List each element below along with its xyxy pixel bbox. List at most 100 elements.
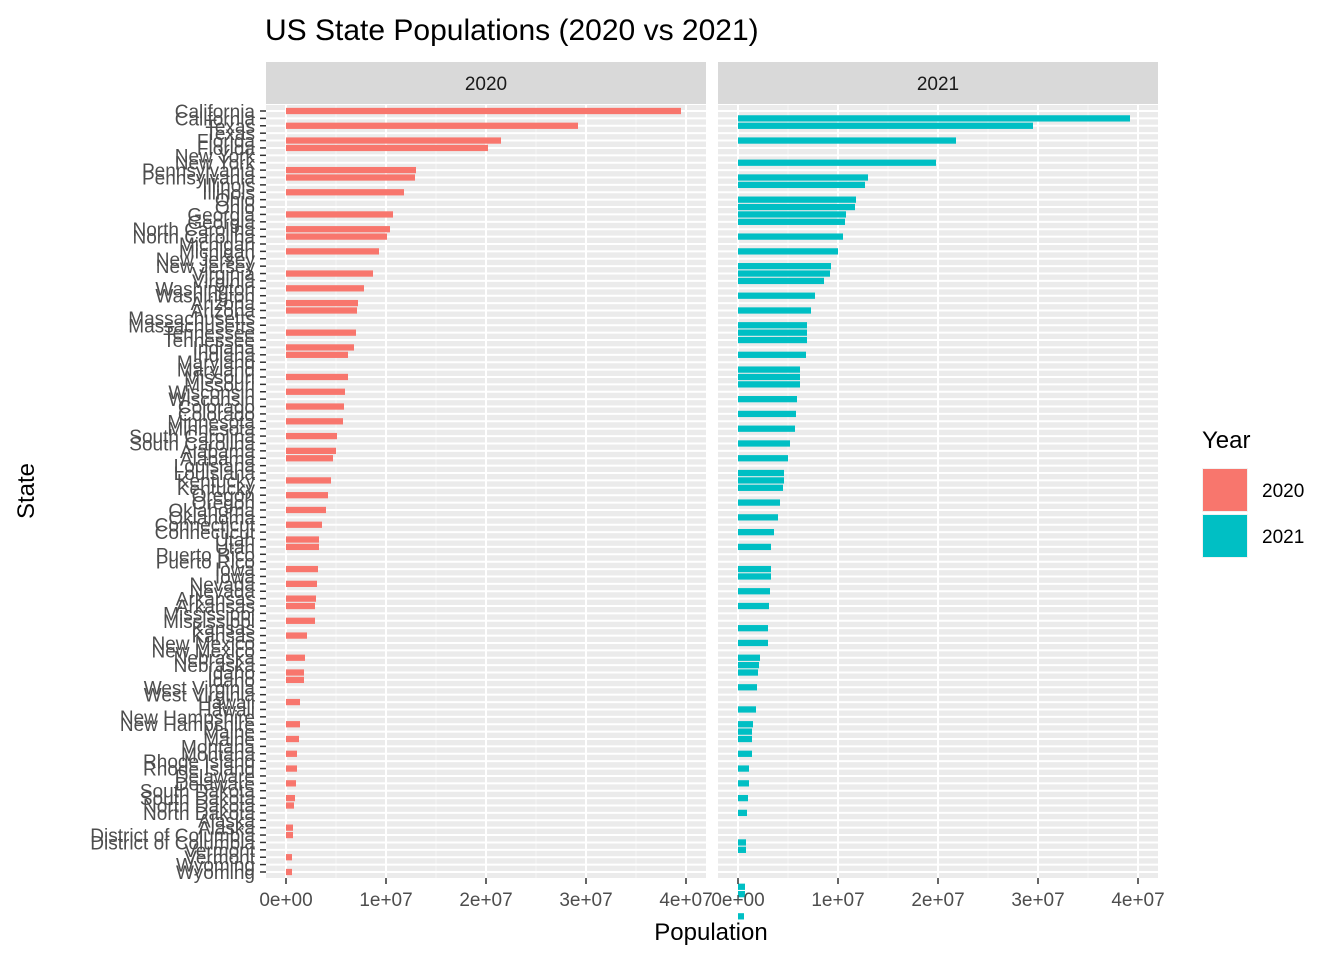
y-tick-label: Maine	[203, 723, 255, 744]
y-tick-label: Illinois	[202, 183, 255, 204]
bar-2020	[286, 565, 318, 573]
bar-2021	[738, 233, 843, 240]
bar-2021	[738, 425, 795, 432]
y-tick-label: Wisconsin	[168, 390, 255, 411]
bar-2021	[738, 373, 800, 381]
y-tick-label: Montana	[181, 737, 255, 758]
bar-2021	[738, 794, 748, 802]
bar-2020	[286, 122, 578, 129]
y-tick-label: Tennessee	[163, 331, 255, 352]
y-tick-label: Ohio	[215, 191, 255, 212]
y-tick-label: Illinois	[202, 176, 255, 197]
y-tick-label: Rhode Island	[143, 752, 255, 773]
y-tick-label: South Dakota	[140, 782, 256, 803]
bar-2021	[738, 625, 768, 632]
bar-2021	[738, 196, 856, 203]
legend-label: 2021	[1262, 527, 1304, 548]
bar-2020	[286, 780, 296, 787]
bar-2020	[286, 144, 488, 152]
y-tick-label: Kansas	[192, 619, 255, 640]
bar-2020	[286, 226, 390, 233]
y-tick-label: Kentucky	[177, 479, 256, 500]
y-tick-label: Minnesota	[167, 412, 255, 433]
bar-2020	[286, 432, 337, 440]
bar-2020	[286, 794, 295, 802]
y-tick-label: Idaho	[207, 671, 255, 692]
x-tick-label: 0e+00	[259, 890, 312, 911]
bar-2020	[286, 285, 364, 292]
facet-strip-label: 2020	[465, 74, 507, 95]
y-tick-label: Oregon	[192, 494, 255, 515]
y-tick-label: West Virginia	[144, 678, 256, 699]
y-tick-label: Minnesota	[167, 420, 255, 441]
bar-2021	[738, 528, 774, 536]
x-tick-label: 4e+07	[1111, 890, 1164, 911]
bar-2021	[738, 137, 956, 144]
y-tick-label: Colorado	[178, 398, 255, 419]
y-tick-label: Massachusetts	[128, 309, 255, 330]
y-tick-label: Wyoming	[176, 856, 255, 877]
bar-2021	[738, 765, 749, 772]
bar-2020	[286, 299, 358, 307]
bar-2020	[286, 750, 297, 757]
y-tick-label: Kansas	[192, 627, 255, 648]
y-tick-label: Connecticut	[155, 523, 256, 544]
bar-2020	[286, 492, 328, 499]
y-tick-label: Indiana	[193, 346, 256, 367]
bar-2021	[738, 809, 747, 817]
y-tick-label: Mississippi	[163, 612, 255, 633]
y-tick-label: Mississippi	[163, 604, 255, 625]
y-tick-label: Nebraska	[174, 656, 256, 677]
y-tick-label: Michigan	[179, 242, 255, 263]
y-tick-label: New Hampshire	[120, 715, 255, 736]
bar-2020	[286, 632, 307, 639]
y-tick-label: Louisiana	[174, 457, 256, 478]
bar-2020	[286, 676, 304, 684]
legend-swatch-2021	[1203, 515, 1247, 557]
y-tick-label: Puerto Rico	[156, 553, 255, 574]
y-tick-label: Maryland	[177, 361, 255, 382]
y-tick-label: District of Columbia	[90, 833, 255, 854]
bar-2021	[738, 270, 830, 277]
bar-2020	[286, 233, 387, 240]
facet-strip-label: 2021	[917, 74, 959, 95]
y-tick-label: Michigan	[179, 235, 255, 256]
x-tick-label: 3e+07	[559, 890, 612, 911]
y-tick-label: Pennsylvania	[142, 161, 255, 182]
bar-2021	[738, 174, 868, 181]
y-tick-label: District of Columbia	[90, 826, 255, 847]
bar-2021	[738, 336, 807, 344]
y-tick-label: Virginia	[192, 272, 255, 293]
bar-2021	[738, 846, 746, 853]
y-tick-label: Puerto Rico	[156, 545, 255, 566]
y-tick-label: New Mexico	[152, 634, 255, 655]
x-tick-label: 2e+07	[459, 890, 512, 911]
bar-2021	[738, 706, 756, 713]
facet-panel-2021: 2021	[718, 62, 1158, 920]
y-tick-label: Georgia	[187, 213, 255, 234]
bar-2020	[286, 344, 354, 351]
x-tick-label: 0e+00	[711, 890, 764, 911]
facet-panel-2020: 2020	[266, 62, 706, 878]
bar-2021	[738, 381, 800, 388]
bar-2021	[738, 639, 768, 647]
y-tick-label: Maine	[203, 730, 255, 751]
bar-2021	[738, 654, 760, 661]
y-tick-label: New Mexico	[152, 641, 255, 662]
y-tick-label: Delaware	[175, 774, 255, 795]
bar-2021	[738, 780, 749, 787]
bar-2021	[738, 891, 745, 898]
y-tick-label: Vermont	[184, 841, 255, 862]
x-tick-label: 4e+07	[659, 890, 712, 911]
bar-2021	[738, 322, 807, 329]
y-tick-label: Nevada	[190, 582, 256, 603]
y-tick-label: Colorado	[178, 405, 255, 426]
bar-2020	[286, 617, 315, 624]
bar-2020	[286, 868, 292, 876]
y-tick-label: New York	[175, 154, 256, 175]
legend-label: 2020	[1262, 481, 1304, 502]
bar-2021	[738, 565, 771, 573]
y-tick-label: North Dakota	[143, 804, 255, 825]
y-tick-label: Iowa	[215, 560, 256, 581]
y-tick-label: Georgia	[187, 205, 255, 226]
